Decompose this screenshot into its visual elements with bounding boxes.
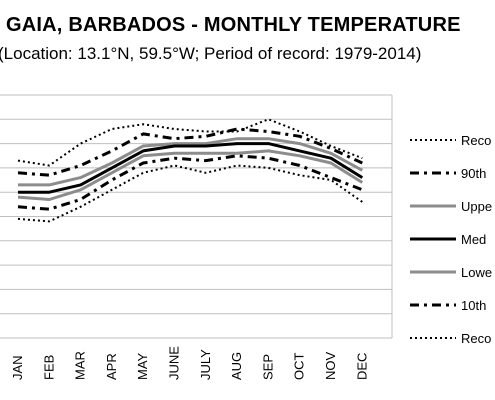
x-tick-label: JUNE xyxy=(167,346,182,380)
series-line-record-low xyxy=(17,164,363,223)
chart-title: GAIA, BARBADOS - MONTHLY TEMPERATURE xyxy=(6,14,461,36)
series-line-upper-quartile xyxy=(18,137,364,187)
x-tick-label: NOV xyxy=(323,352,338,381)
series-lines xyxy=(17,118,364,223)
legend-label: Med xyxy=(461,232,486,247)
legend-label: Reco xyxy=(461,331,491,346)
legend-label: 90th xyxy=(461,166,486,181)
x-tick-label: DEC xyxy=(354,353,369,380)
x-tick-labels: JAN FEB MAR APR MAY JUNE JULY AUG SEP OCT NOV DEC xyxy=(10,346,369,380)
legend-label: Reco xyxy=(461,133,491,148)
legend: Reco 90th Uppe Med Lowe 10th Reco xyxy=(410,133,492,346)
x-tick-label: SEP xyxy=(260,354,275,380)
legend-label: 10th xyxy=(461,298,486,313)
series-line-90th-percentile xyxy=(17,127,363,177)
series-line-10th-percentile xyxy=(17,154,363,211)
x-tick-label: JAN xyxy=(10,355,25,380)
gridlines xyxy=(0,94,393,339)
series-line-lower-quartile xyxy=(17,149,364,201)
x-tick-label: APR xyxy=(104,353,119,380)
legend-label: Lowe xyxy=(461,265,492,280)
x-tick-label: FEB xyxy=(41,355,56,380)
chart-subtitle: (Location: 13.1°N, 59.5°W; Period of rec… xyxy=(0,44,422,63)
x-tick-label: MAR xyxy=(73,351,88,380)
x-tick-label: AUG xyxy=(229,352,244,380)
series-line-median xyxy=(18,142,364,194)
x-tick-label: OCT xyxy=(292,353,307,381)
x-tick-label: JULY xyxy=(198,349,213,380)
x-tick-label: MAY xyxy=(135,352,150,380)
legend-label: Uppe xyxy=(461,199,492,214)
